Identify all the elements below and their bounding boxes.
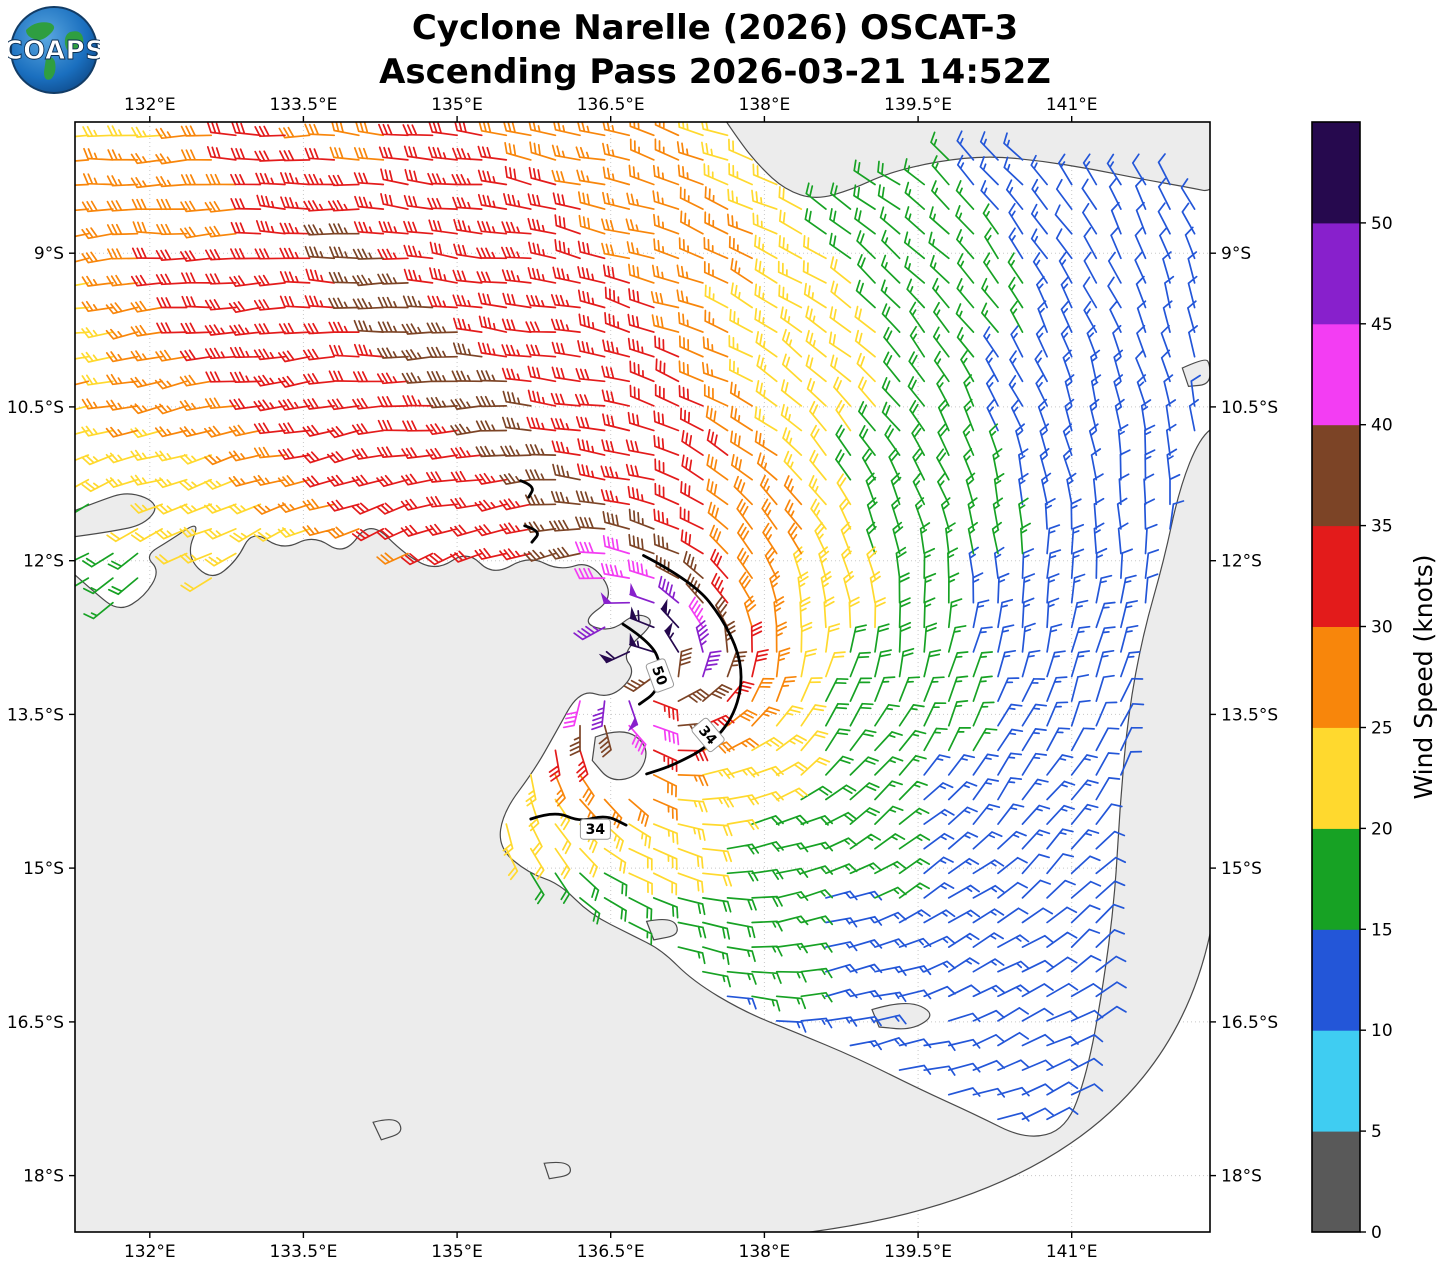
- colorbar-border: [1311, 121, 1361, 1233]
- contour-label-50: 50: [645, 658, 675, 693]
- x-tick-label-top: 136.5°E: [577, 95, 645, 115]
- x-tick-label-bottom: 132°E: [124, 1242, 176, 1262]
- wind-barbs-bin-3: [75, 131, 1031, 1012]
- contour-34kt: [529, 812, 628, 827]
- wind-barbs-layer: [75, 122, 1201, 1122]
- y-tick-label-right: 16.5°S: [1221, 1013, 1278, 1033]
- contour-fragment: [519, 479, 534, 499]
- wind-barbs-bin-8: [562, 535, 704, 755]
- x-tick-label-top: 132°E: [124, 95, 176, 115]
- colorbar-tick-label: 10: [1371, 1021, 1393, 1041]
- wind-barb-flags-bin-10: [598, 598, 673, 664]
- colorbar-tick-label: 50: [1371, 214, 1393, 234]
- y-tick-label-left: 9°S: [34, 244, 64, 264]
- land-groote-eylandt: [591, 731, 647, 781]
- contour-fragment: [523, 524, 539, 544]
- y-tick-label-right: 10.5°S: [1221, 398, 1278, 418]
- wind-barb-flags-bin-9: [600, 582, 638, 732]
- land-small-island-south: [543, 1161, 571, 1180]
- contour-label-box: [691, 717, 725, 753]
- contour-label-box: [579, 818, 611, 840]
- colorbar-segment-10: [1312, 122, 1360, 224]
- wind-barbs-bin-9: [573, 575, 722, 731]
- colorbar-tick-label: 35: [1371, 517, 1393, 537]
- coaps-logo: COAPS: [8, 6, 100, 94]
- land-pellew-islands: [645, 918, 678, 941]
- logo-continent-south: [44, 57, 56, 80]
- contour-label-box: [645, 658, 675, 693]
- logo-text: COAPS: [8, 36, 100, 66]
- wind-barbs-bin-6: [130, 122, 769, 783]
- colorbar-segment-3: [1312, 828, 1360, 930]
- logo-continent-east: [64, 31, 84, 54]
- colorbar-tick-label: 25: [1371, 719, 1393, 739]
- y-tick-label-right: 15°S: [1221, 859, 1262, 879]
- figure-title-line1: Cyclone Narelle (2026) OSCAT-3: [411, 8, 1019, 48]
- wind-barbs-bin-5: [75, 122, 803, 829]
- colorbar-segment-0: [1312, 1131, 1360, 1233]
- x-tick-label-bottom: 136.5°E: [577, 1242, 645, 1262]
- colorbar-tick-label: 20: [1371, 819, 1393, 839]
- land-australia-mainland: [75, 429, 1210, 1232]
- colorbar: 0 5 10 15 20 25 30 35 40 45 50 Wind Speed (knots): [1311, 121, 1438, 1243]
- colorbar-segment-5: [1312, 626, 1360, 728]
- logo-continent-north: [26, 22, 55, 41]
- land-small-island-west: [372, 1119, 402, 1141]
- contour-label-text: 34: [586, 822, 606, 838]
- land-new-guinea-coast: [725, 122, 1210, 198]
- y-tick-label-left: 16.5°S: [7, 1013, 64, 1033]
- land-torres-strait-island: [1181, 359, 1210, 388]
- contour-34kt: [642, 554, 743, 776]
- y-tick-label-left: 18°S: [23, 1167, 64, 1187]
- colorbar-tick-label: 5: [1371, 1122, 1382, 1142]
- y-tick-label-right: 9°S: [1221, 244, 1251, 264]
- colorbar-tick-label: 40: [1371, 416, 1393, 436]
- x-tick-label-top: 141°E: [1046, 95, 1098, 115]
- colorbar-tick-label: 30: [1371, 618, 1393, 638]
- colorbar-segment-9: [1312, 222, 1360, 325]
- colorbar-axis-label: Wind Speed (knots): [1409, 554, 1438, 799]
- colorbar-tick-label: 15: [1371, 920, 1393, 940]
- x-tick-label-top: 138°E: [739, 95, 791, 115]
- y-tick-label-left: 15°S: [23, 859, 64, 879]
- y-tick-label-left: 13.5°S: [7, 705, 64, 725]
- wind-barbs-bin-10: [605, 607, 680, 664]
- colorbar-segment-8: [1312, 323, 1360, 426]
- land-layer: [75, 122, 1210, 1232]
- colorbar-segment-1: [1312, 1030, 1360, 1132]
- y-tick-label-left: 12°S: [23, 552, 64, 572]
- colorbar-tick-label: 0: [1371, 1223, 1382, 1243]
- land-tiwi-islands: [75, 493, 156, 538]
- contour-label-text: 50: [648, 664, 670, 688]
- x-tick-label-bottom: 135°E: [431, 1242, 483, 1262]
- colorbar-segment-6: [1312, 525, 1360, 627]
- x-tick-label-top: 139.5°E: [884, 95, 952, 115]
- wind-barbs-bin-2: [726, 130, 1201, 1122]
- x-tick-label-bottom: 141°E: [1046, 1242, 1098, 1262]
- x-tick-label-top: 135°E: [431, 95, 483, 115]
- colorbar-segment-4: [1312, 727, 1360, 829]
- y-tick-label-left: 10.5°S: [7, 398, 64, 418]
- contour-label-34: 34: [579, 818, 611, 840]
- figure-title-line2: Ascending Pass 2026-03-21 14:52Z: [379, 52, 1051, 92]
- x-tick-label-top: 133.5°E: [269, 95, 337, 115]
- y-tick-label-right: 18°S: [1221, 1167, 1262, 1187]
- y-tick-label-right: 12°S: [1221, 552, 1262, 572]
- map-axes: 132°E 132°E 133.5°E 133.5°E 135°E 135°E 136.5°…: [7, 95, 1278, 1262]
- y-tick-label-right: 13.5°S: [1221, 705, 1278, 725]
- x-tick-label-bottom: 133.5°E: [269, 1242, 337, 1262]
- colorbar-segment-7: [1312, 424, 1360, 527]
- wind-barbs-bin-7: [303, 223, 748, 758]
- x-tick-label-bottom: 139.5°E: [884, 1242, 952, 1262]
- colorbar-tick-label: 45: [1371, 315, 1393, 335]
- colorbar-segment-2: [1312, 929, 1360, 1031]
- x-tick-label-bottom: 138°E: [739, 1242, 791, 1262]
- plot-border: [74, 121, 1211, 1233]
